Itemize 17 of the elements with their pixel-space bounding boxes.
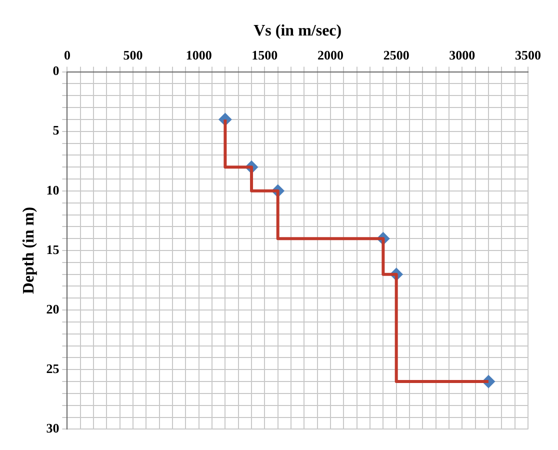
x-tick-label: 2000 — [318, 47, 344, 62]
y-tick-label: 15 — [46, 242, 60, 257]
x-tick-label: 3500 — [515, 47, 541, 62]
x-axis-title: Vs (in m/sec) — [254, 22, 342, 40]
x-tick-label: 0 — [64, 47, 70, 62]
y-tick-label: 10 — [46, 182, 60, 198]
y-tick-label: 30 — [46, 420, 60, 436]
y-axis-title: Depth (in m) — [20, 206, 38, 294]
x-tick-label: 3000 — [449, 47, 476, 62]
x-tick-label: 500 — [123, 47, 143, 62]
y-tick-label: 20 — [46, 301, 60, 316]
x-tick-label: 1000 — [186, 47, 212, 62]
y-tick-label: 25 — [46, 360, 60, 376]
y-tick-label: 5 — [52, 122, 60, 138]
x-tick-label: 1500 — [252, 47, 278, 62]
y-tick-label: 0 — [52, 63, 60, 78]
x-tick-label: 2500 — [383, 47, 410, 62]
